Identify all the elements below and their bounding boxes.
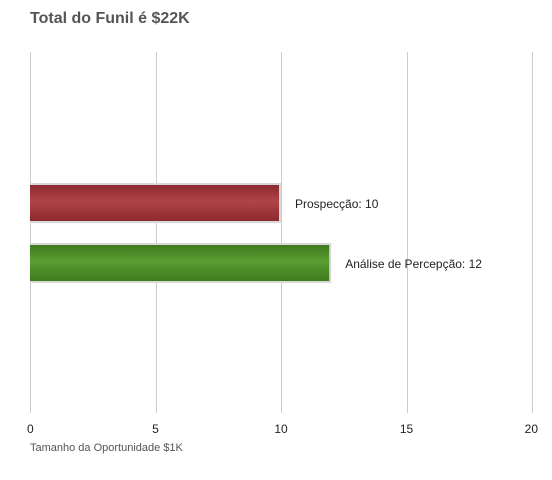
x-tick-label: 10 (274, 422, 288, 436)
x-tick-label: 5 (152, 422, 159, 436)
chart-title: Total do Funil é $22K (30, 10, 190, 27)
x-tick-label: 20 (525, 422, 539, 436)
data-label: Análise de Percepção: 12 (345, 257, 482, 271)
bar (30, 185, 279, 221)
bar (30, 245, 330, 281)
x-tick-labels: 0 5 10 15 20 (27, 422, 538, 436)
x-axis-label: Tamanho da Oportunidade $1K (30, 442, 183, 454)
gridlines (30, 52, 533, 413)
x-tick-label: 15 (400, 422, 414, 436)
data-label: Prospecção: 10 (295, 197, 379, 211)
bars (30, 183, 332, 283)
data-labels: Prospecção: 10 Análise de Percepção: 12 (295, 197, 482, 271)
x-tick-label: 0 (27, 422, 34, 436)
